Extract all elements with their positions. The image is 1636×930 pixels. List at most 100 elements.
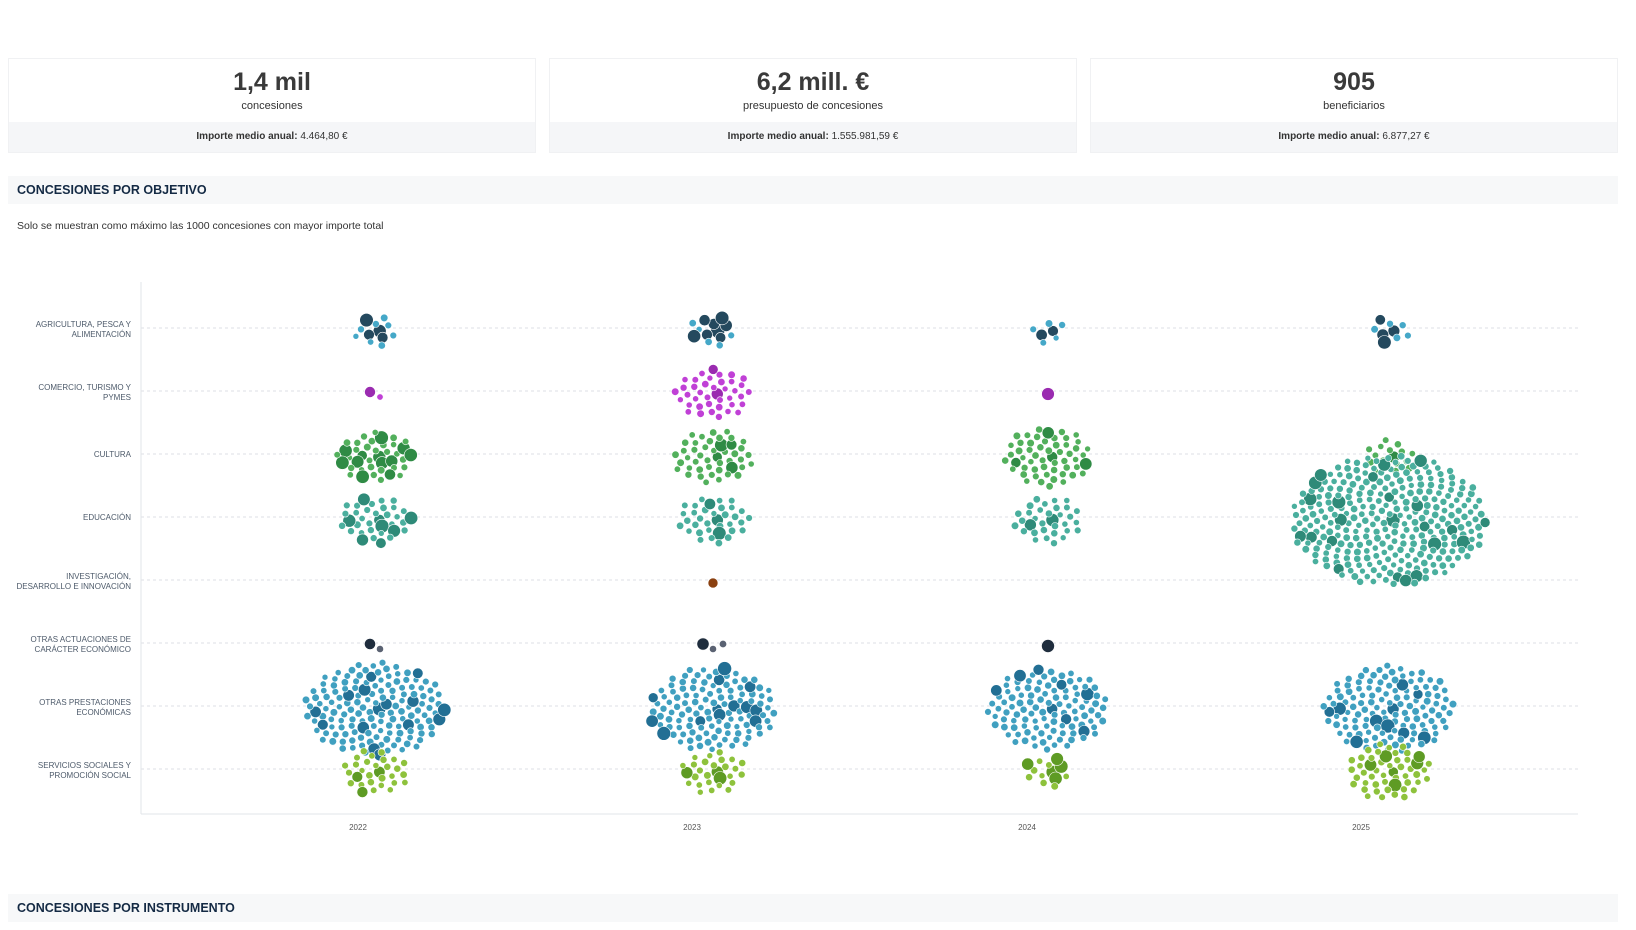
data-point[interactable] — [1344, 457, 1351, 465]
data-point[interactable] — [386, 533, 395, 542]
data-point[interactable] — [403, 668, 412, 677]
data-point[interactable] — [351, 728, 359, 736]
data-point[interactable] — [395, 729, 404, 738]
data-point[interactable] — [1450, 533, 1458, 541]
data-point[interactable] — [1440, 540, 1449, 549]
data-point[interactable] — [1357, 753, 1366, 762]
data-point[interactable] — [1049, 727, 1058, 735]
data-point[interactable] — [728, 378, 736, 386]
data-point[interactable] — [738, 507, 746, 515]
data-point[interactable] — [1361, 516, 1370, 525]
data-point[interactable] — [728, 779, 737, 787]
data-point[interactable] — [1475, 540, 1484, 549]
data-point[interactable] — [1004, 688, 1012, 695]
data-point[interactable] — [1380, 519, 1388, 527]
data-point[interactable] — [1345, 472, 1354, 481]
data-point[interactable] — [1067, 669, 1075, 677]
data-point[interactable] — [1412, 750, 1426, 764]
data-point[interactable] — [680, 510, 687, 518]
data-point[interactable] — [1032, 495, 1041, 504]
data-point[interactable] — [363, 506, 371, 514]
data-point[interactable] — [1090, 723, 1098, 731]
data-point[interactable] — [418, 700, 426, 708]
data-point[interactable] — [1431, 684, 1440, 692]
data-point[interactable] — [1087, 706, 1096, 715]
data-point[interactable] — [1414, 468, 1421, 476]
data-point[interactable] — [1382, 690, 1390, 698]
data-point[interactable] — [715, 413, 723, 421]
data-point[interactable] — [1468, 535, 1476, 543]
data-point[interactable] — [645, 714, 659, 728]
data-point[interactable] — [1378, 696, 1386, 703]
data-point[interactable] — [696, 741, 704, 750]
data-point[interactable] — [695, 781, 703, 789]
data-point[interactable] — [705, 526, 713, 534]
data-point[interactable] — [1441, 686, 1449, 694]
data-point[interactable] — [357, 733, 365, 742]
data-point[interactable] — [1405, 702, 1414, 710]
data-point[interactable] — [733, 723, 741, 730]
data-point[interactable] — [1020, 527, 1028, 536]
data-point[interactable] — [703, 393, 712, 401]
data-point[interactable] — [1060, 457, 1069, 465]
data-point[interactable] — [1435, 489, 1443, 497]
data-point[interactable] — [708, 786, 716, 794]
data-point[interactable] — [665, 698, 673, 706]
data-point[interactable] — [1421, 712, 1429, 720]
data-point[interactable] — [740, 675, 749, 684]
data-point[interactable] — [1004, 675, 1011, 682]
data-point[interactable] — [1400, 793, 1409, 801]
data-point[interactable] — [1072, 715, 1080, 723]
data-point[interactable] — [1031, 742, 1039, 750]
data-point[interactable] — [994, 705, 1002, 713]
data-point[interactable] — [1355, 522, 1363, 529]
data-point[interactable] — [1031, 703, 1040, 712]
data-point[interactable] — [1386, 699, 1394, 707]
data-point[interactable] — [1293, 538, 1302, 547]
data-point[interactable] — [406, 734, 414, 742]
data-point[interactable] — [1049, 717, 1058, 726]
data-point[interactable] — [736, 684, 744, 692]
data-point[interactable] — [377, 717, 385, 725]
data-point[interactable] — [367, 714, 376, 723]
data-point[interactable] — [1412, 688, 1424, 700]
data-point[interactable] — [1434, 711, 1443, 720]
data-point[interactable] — [1336, 539, 1346, 548]
data-point[interactable] — [686, 666, 694, 674]
data-point[interactable] — [342, 513, 357, 528]
data-point[interactable] — [358, 767, 366, 774]
data-point[interactable] — [1425, 468, 1433, 476]
data-point[interactable] — [311, 717, 318, 725]
data-point[interactable] — [404, 511, 419, 526]
data-point[interactable] — [301, 695, 311, 705]
data-point[interactable] — [745, 728, 753, 735]
data-point[interactable] — [1046, 734, 1053, 741]
data-point[interactable] — [1039, 339, 1047, 347]
data-point[interactable] — [668, 708, 676, 716]
data-point[interactable] — [1356, 496, 1364, 504]
data-point[interactable] — [1378, 507, 1386, 515]
data-point[interactable] — [335, 455, 350, 470]
data-point[interactable] — [1014, 730, 1022, 738]
data-point[interactable] — [714, 539, 723, 548]
data-point[interactable] — [394, 736, 402, 744]
data-point[interactable] — [685, 721, 694, 730]
data-point[interactable] — [1420, 766, 1428, 774]
data-point[interactable] — [1344, 492, 1353, 501]
data-point[interactable] — [707, 534, 716, 542]
data-point[interactable] — [1356, 540, 1364, 549]
data-point[interactable] — [1058, 722, 1066, 730]
data-point[interactable] — [647, 692, 659, 704]
data-point[interactable] — [1454, 506, 1463, 515]
data-point[interactable] — [1370, 566, 1378, 574]
data-point[interactable] — [732, 670, 740, 677]
data-point[interactable] — [393, 764, 402, 773]
data-point[interactable] — [390, 755, 398, 763]
data-point[interactable] — [734, 409, 742, 417]
data-point[interactable] — [687, 329, 701, 344]
data-point[interactable] — [1412, 525, 1420, 534]
data-point[interactable] — [390, 504, 398, 511]
data-point[interactable] — [1333, 687, 1342, 695]
data-point[interactable] — [1019, 470, 1028, 479]
data-point[interactable] — [1043, 534, 1051, 542]
